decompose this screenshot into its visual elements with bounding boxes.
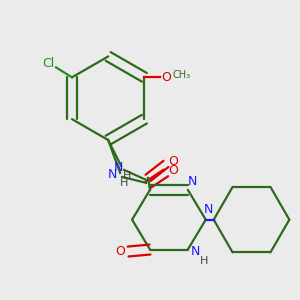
Text: O: O	[168, 164, 178, 177]
Text: CH₃: CH₃	[172, 70, 190, 80]
Text: N: N	[107, 168, 117, 182]
Text: H: H	[123, 171, 131, 181]
Text: O: O	[168, 155, 178, 168]
Text: Cl: Cl	[42, 57, 54, 70]
Text: O: O	[115, 245, 125, 258]
Text: N: N	[191, 245, 200, 258]
Text: H: H	[120, 178, 128, 188]
Text: H: H	[200, 256, 208, 266]
Text: N: N	[204, 203, 213, 216]
Text: O: O	[161, 71, 171, 84]
Text: N: N	[113, 161, 123, 174]
Text: N: N	[188, 176, 197, 188]
